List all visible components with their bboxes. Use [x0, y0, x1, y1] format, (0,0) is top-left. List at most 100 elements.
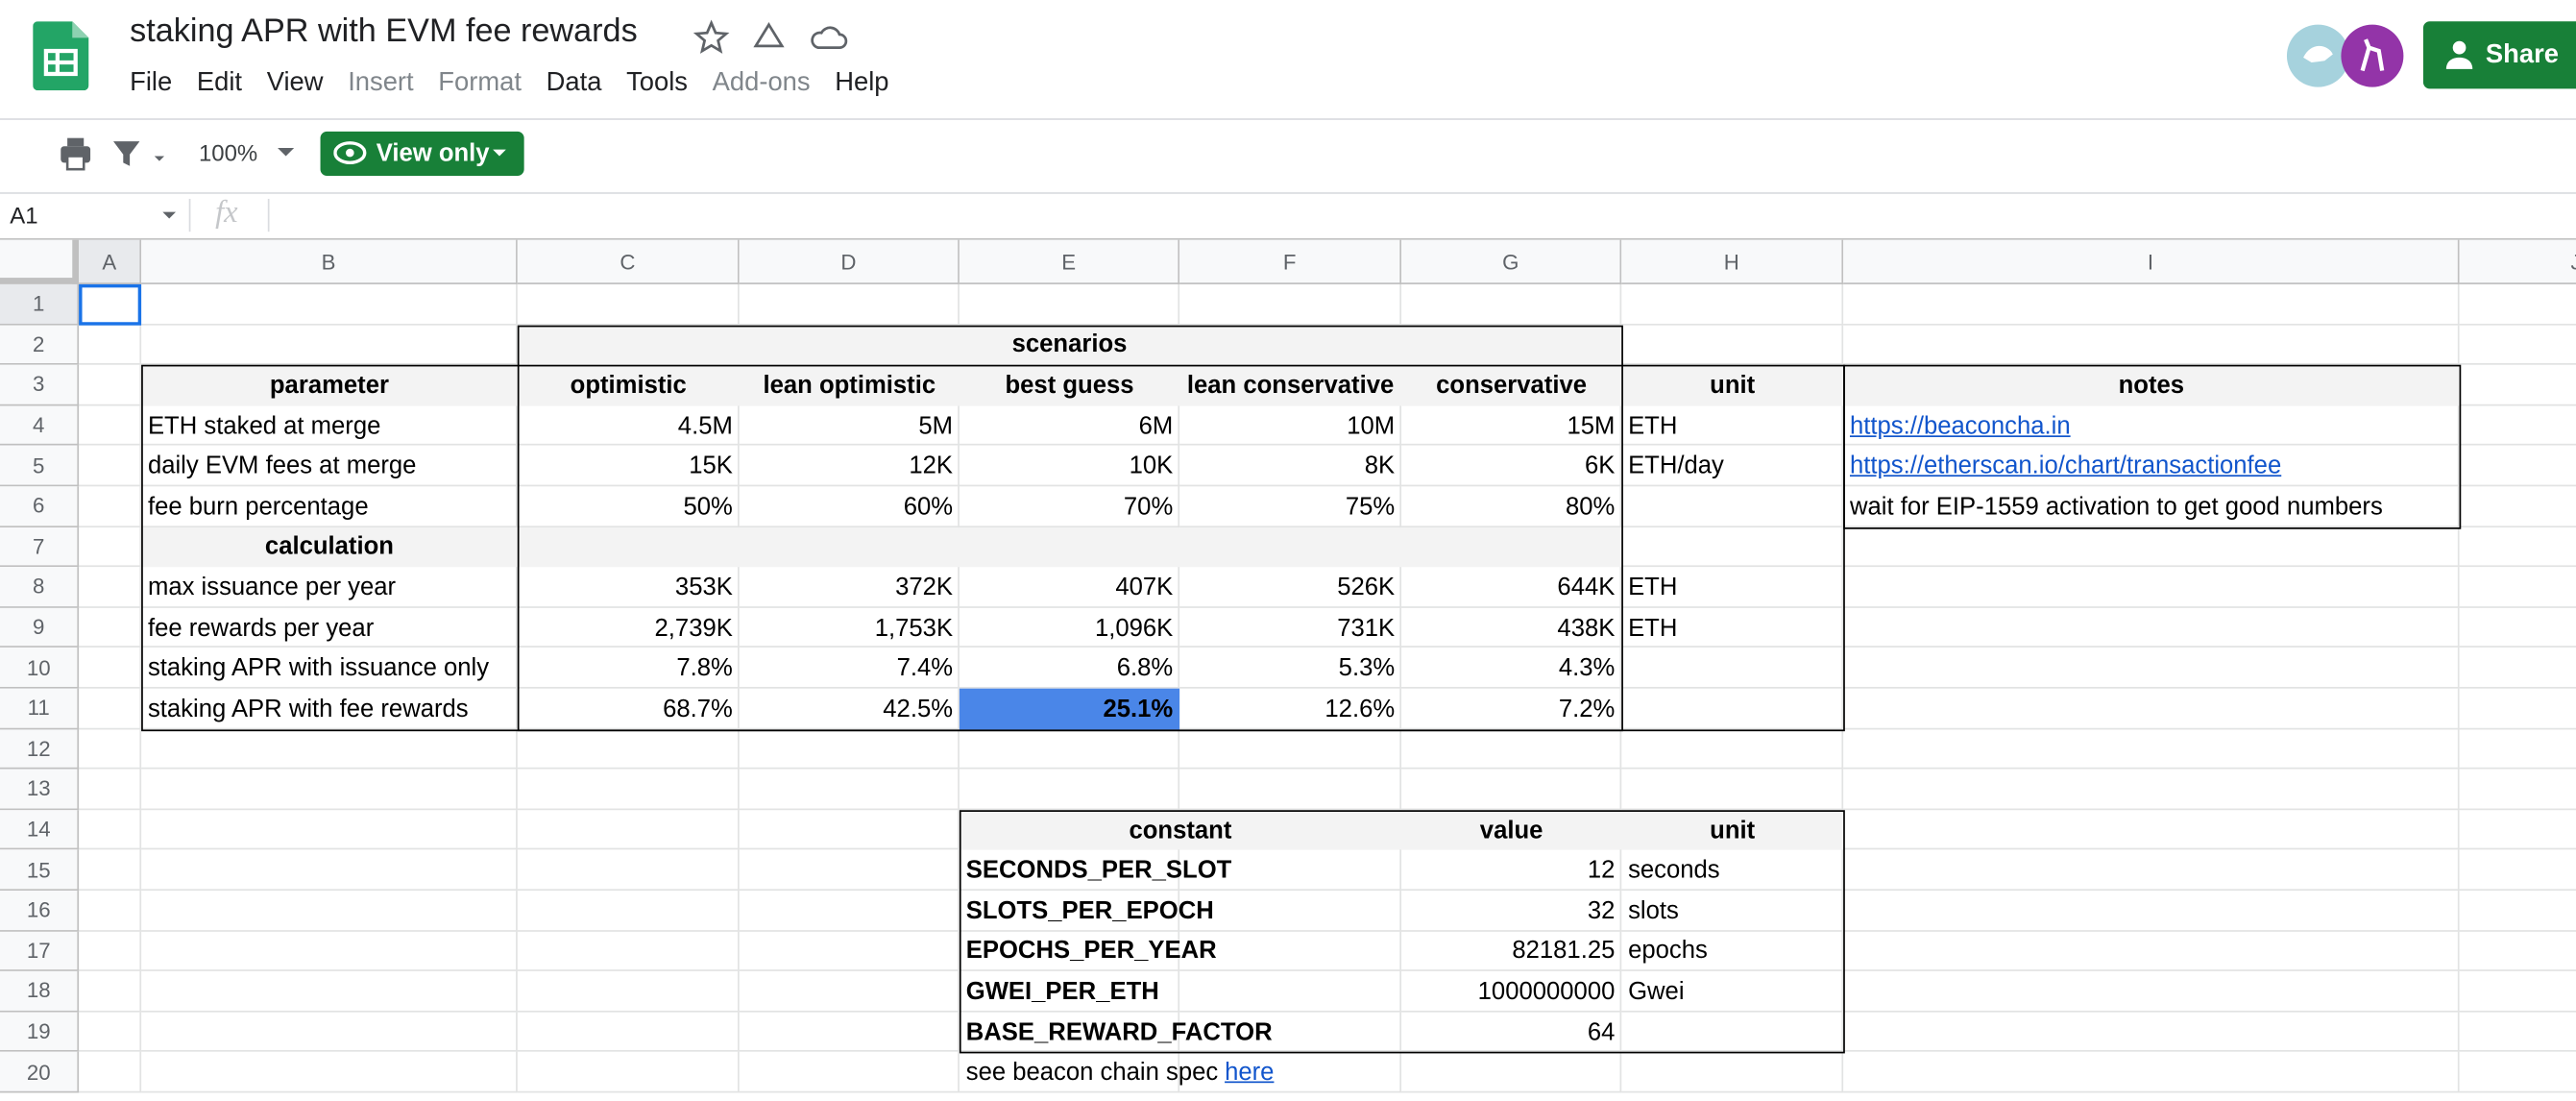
cell [79, 405, 142, 447]
menu-item[interactable]: Help [835, 68, 889, 97]
value: 6.8% [1116, 654, 1174, 683]
link[interactable]: https://beaconcha.in [1849, 411, 2071, 440]
cell [739, 769, 960, 810]
menu-item[interactable]: Format [438, 68, 522, 97]
value: 70% [1123, 492, 1174, 521]
constant-name: EPOCHS_PER_YEAR [965, 937, 1217, 966]
cell [1401, 769, 1622, 810]
cell [739, 567, 960, 608]
link[interactable]: here [1225, 1058, 1275, 1087]
cell [2459, 648, 2576, 689]
cell [1621, 567, 1844, 608]
cell [1401, 405, 1622, 447]
cell [1843, 728, 2460, 770]
value: 2,739K [654, 614, 733, 643]
cell [141, 1012, 518, 1053]
cell [141, 971, 518, 1013]
menu-item[interactable]: File [130, 68, 173, 97]
cell [959, 1012, 1180, 1053]
cell [517, 607, 740, 648]
cell [1401, 283, 1622, 325]
cell [1401, 1012, 1622, 1053]
cell [1621, 324, 1844, 366]
menu-item[interactable]: Tools [626, 68, 688, 97]
view-only-label[interactable]: View only [376, 139, 490, 168]
cell [517, 728, 740, 770]
zoom-caret[interactable] [276, 146, 296, 159]
link[interactable]: https://etherscan.io/chart/transactionfe… [1849, 452, 2282, 480]
cell [79, 324, 142, 366]
menu-item[interactable]: Add-ons [712, 68, 811, 97]
cell [2459, 1052, 2576, 1093]
cell [517, 405, 740, 447]
value: 644K [1557, 573, 1616, 602]
view-only-button[interactable]: View only [320, 131, 524, 177]
cell [1843, 324, 2460, 366]
column-header: C [517, 239, 740, 284]
unit: epochs [1628, 937, 1708, 966]
cell [739, 486, 960, 527]
row-header: 20 [0, 1052, 80, 1093]
sheets-logo[interactable] [33, 21, 89, 91]
menu-item[interactable]: View [266, 68, 324, 97]
cell [517, 688, 740, 729]
cell [79, 526, 142, 568]
share-label[interactable]: Share [2485, 39, 2559, 68]
cell [1621, 769, 1844, 810]
name-box-caret[interactable] [161, 210, 178, 220]
column-title: unit [1710, 371, 1756, 400]
value: 731K [1337, 614, 1396, 643]
cell [1621, 931, 1844, 972]
value: 407K [1115, 573, 1174, 602]
menu-item[interactable]: Data [546, 68, 602, 97]
highlight-fill [959, 688, 1180, 729]
cell [2459, 405, 2576, 447]
cell [1843, 971, 2460, 1013]
cell [2459, 365, 2576, 406]
toolbar-icons[interactable] [58, 135, 181, 174]
menu-item[interactable]: Edit [196, 68, 243, 97]
cell [959, 1052, 1180, 1093]
cell [2459, 931, 2576, 972]
cell [1179, 971, 1402, 1013]
cell [739, 809, 960, 850]
cell [517, 283, 740, 325]
title-icons[interactable] [693, 18, 858, 58]
note: wait for EIP-1559 activation to get good… [1849, 492, 2383, 521]
cell [141, 405, 518, 447]
column-title: unit [1710, 816, 1756, 844]
name-box[interactable]: A1 [10, 202, 38, 229]
cell [1843, 688, 2460, 729]
fx-icon: fx [215, 195, 238, 231]
unit: slots [1628, 896, 1679, 925]
row-header: 4 [0, 405, 80, 447]
cell [959, 849, 1180, 892]
cell [739, 931, 960, 972]
cell [1621, 1052, 1844, 1093]
row-header: 17 [0, 931, 80, 972]
cell [959, 567, 1180, 608]
cell [1179, 769, 1402, 810]
zoom[interactable]: 100% [198, 139, 258, 166]
cell [2459, 729, 2576, 770]
doc-title[interactable]: staking APR with EVM fee rewards [130, 12, 638, 50]
value: 15M [1567, 411, 1616, 440]
menu-item[interactable]: Insert [348, 68, 414, 97]
cell [1843, 405, 2460, 447]
cell [2459, 891, 2576, 932]
cell [79, 688, 142, 729]
value: 526K [1337, 573, 1396, 602]
row-header: 5 [0, 446, 80, 487]
cell [79, 365, 142, 406]
cell [1621, 648, 1844, 689]
value: 372K [895, 573, 954, 602]
cell [2459, 850, 2576, 892]
cell [79, 728, 142, 770]
row-header: 8 [0, 567, 80, 608]
value: 4.5M [677, 411, 733, 440]
column-title: lean conservative [1186, 371, 1395, 400]
cell [1621, 486, 1844, 527]
cell [1179, 648, 1402, 689]
share-button[interactable]: Share [2422, 21, 2576, 89]
cell [1621, 728, 1844, 770]
